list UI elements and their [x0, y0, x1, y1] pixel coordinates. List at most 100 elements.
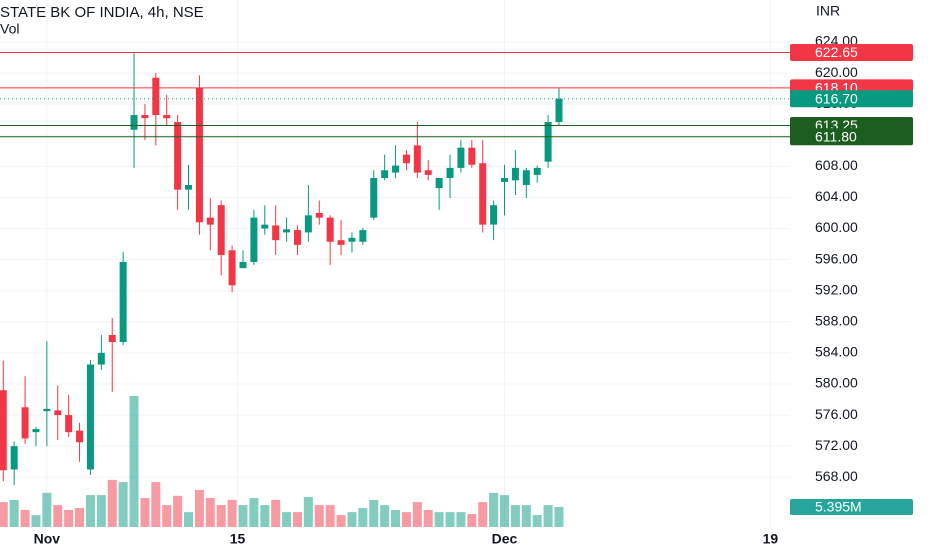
candle-body: [10, 446, 18, 470]
candle-body: [522, 170, 530, 185]
volume-bar: [64, 509, 74, 527]
volume-label-box: [790, 498, 913, 515]
volume-bar: [292, 512, 302, 527]
volume-bar: [107, 479, 117, 527]
candle-body: [21, 407, 29, 439]
y-tick-label: 576.00: [815, 406, 858, 422]
y-tick-label: 608.00: [815, 157, 858, 173]
volume-bar: [53, 505, 63, 527]
volume-bar: [391, 509, 401, 527]
candle-body: [43, 408, 51, 412]
candle-body: [468, 147, 476, 165]
volume-bar: [260, 505, 270, 527]
candle-body: [479, 163, 487, 225]
candle-body: [32, 429, 40, 433]
volume-bar: [282, 512, 292, 527]
y-tick-label: 580.00: [815, 375, 858, 391]
volume-bar: [42, 492, 52, 527]
candle-body: [130, 115, 138, 130]
candle-body: [239, 261, 247, 269]
candle-body: [86, 364, 94, 470]
volume-bar: [478, 502, 488, 527]
currency: INR: [816, 3, 840, 19]
volume-bar: [423, 509, 433, 527]
candle-body: [141, 115, 149, 119]
candle-body: [185, 184, 193, 190]
candle-body: [54, 410, 62, 416]
volume-bar: [521, 505, 531, 527]
volume-bar: [434, 512, 444, 527]
volume-bar: [205, 498, 215, 527]
volume-bar: [500, 495, 510, 527]
candle-body: [370, 177, 378, 218]
candle-body: [174, 122, 182, 190]
volume-bar: [271, 499, 281, 527]
candle-body: [402, 154, 410, 164]
volume-label: 5.395M: [815, 499, 862, 515]
x-tick-label: 19: [763, 531, 779, 547]
volume-bar: [0, 502, 8, 527]
volume-bar: [75, 508, 85, 527]
candle-body: [457, 147, 465, 168]
x-tick-label: Nov: [34, 531, 61, 547]
volume-bar: [358, 508, 368, 527]
y-tick-label: 600.00: [815, 219, 858, 235]
volume-bar: [489, 492, 499, 527]
candle-body: [392, 165, 400, 173]
volume-title: Vol: [0, 21, 19, 37]
candle-body: [315, 212, 323, 218]
volume-bar: [543, 505, 553, 527]
volume-bar: [238, 505, 248, 527]
candle-body: [413, 145, 421, 173]
volume-bar: [216, 505, 226, 527]
candle-body: [97, 352, 105, 365]
y-tick-label: 620.00: [815, 64, 858, 80]
candle-body: [76, 430, 84, 443]
volume-bar: [227, 499, 237, 527]
volume-bar: [347, 512, 357, 527]
x-tick-label: 15: [230, 531, 246, 547]
volume-bar: [9, 499, 19, 527]
price-label: 622.65: [815, 44, 858, 60]
candle-body: [0, 390, 7, 471]
price-label: 616.70: [815, 90, 858, 106]
candle-body: [304, 215, 312, 233]
candle-body: [293, 230, 301, 245]
candle-body: [555, 98, 563, 123]
volume-bar: [118, 482, 128, 527]
volume-bar: [380, 505, 390, 527]
x-tick-label: Dec: [492, 531, 518, 547]
y-tick-label: 588.00: [815, 312, 858, 328]
volume-bar: [151, 482, 161, 527]
candle-body: [533, 167, 541, 175]
price-label-box: [790, 90, 913, 108]
y-tick-label: 604.00: [815, 188, 858, 204]
volume-bar: [412, 502, 422, 527]
candle-body: [228, 250, 236, 286]
candle-body: [501, 177, 509, 182]
volume-bar: [140, 498, 150, 527]
volume-bar: [445, 512, 455, 527]
volume-bar: [173, 495, 183, 527]
volume-bar: [162, 505, 172, 527]
candle-body: [119, 261, 127, 343]
candle-body: [348, 237, 356, 242]
y-tick-label: 584.00: [815, 344, 858, 360]
volume-bar: [249, 498, 259, 527]
candle-body: [359, 230, 367, 242]
volume-bar: [194, 489, 204, 527]
candle-body: [337, 240, 345, 245]
candle-body: [152, 77, 160, 116]
volume-bar: [510, 505, 520, 527]
volume-bar: [31, 515, 41, 527]
candle-body: [544, 122, 552, 162]
candle-body: [435, 177, 443, 189]
candle-body: [65, 415, 73, 433]
price-label-box: [790, 128, 913, 146]
candle-body: [490, 205, 498, 225]
candle-body: [424, 170, 432, 175]
candle-body: [217, 205, 225, 255]
candle-body: [261, 224, 269, 229]
